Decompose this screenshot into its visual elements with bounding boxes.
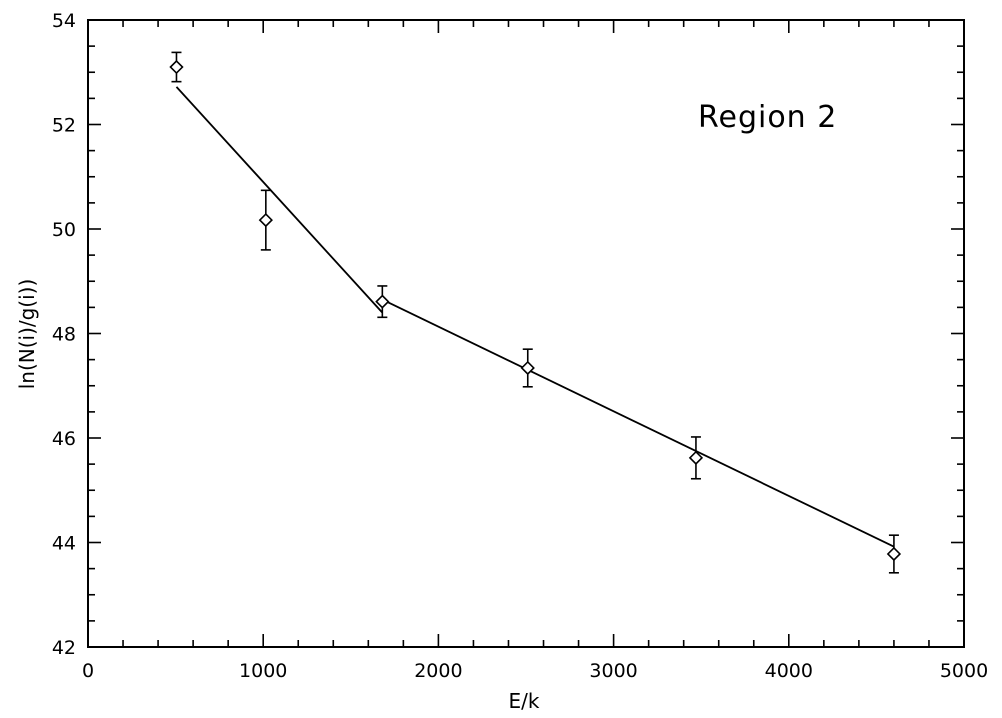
y-tick-label: 48 (52, 324, 76, 346)
x-tick-label: 5000 (940, 660, 988, 682)
diamond-marker (688, 450, 704, 465)
x-tick-label: 1000 (239, 660, 287, 682)
y-axis-title: ln(N(i)/g(i)) (15, 279, 39, 390)
data-point (688, 436, 704, 480)
data-point (886, 534, 902, 574)
x-tick-label: 4000 (765, 660, 813, 682)
y-tick-label: 52 (52, 115, 76, 137)
fit-line (381, 298, 895, 548)
data-points (169, 51, 902, 574)
annotation-label: Region 2 (698, 100, 837, 135)
tick-labels: 0 1000 2000 3000 4000 5000 42 44 46 48 50 52 54 (52, 10, 988, 682)
data-point (375, 285, 390, 319)
diamond-marker (375, 294, 390, 309)
diamond-marker (886, 546, 902, 562)
y-tick-label: 44 (52, 533, 76, 555)
diamond-marker (258, 212, 273, 228)
x-tick-label: 0 (82, 660, 94, 682)
data-point (258, 189, 273, 251)
x-tick-label: 2000 (414, 660, 462, 682)
data-point (169, 51, 184, 83)
fit-lines (175, 86, 895, 548)
y-tick-label: 50 (52, 219, 76, 241)
diamond-marker (169, 59, 184, 75)
y-tick-label: 46 (52, 428, 76, 450)
data-point (520, 348, 535, 388)
axis-ticks (87, 19, 965, 648)
x-tick-label: 3000 (589, 660, 637, 682)
y-tick-label: 54 (52, 10, 76, 32)
y-tick-label: 42 (52, 637, 76, 659)
diamond-marker (520, 360, 535, 376)
fit-line (175, 86, 384, 314)
x-axis-title: E/k (509, 689, 540, 713)
